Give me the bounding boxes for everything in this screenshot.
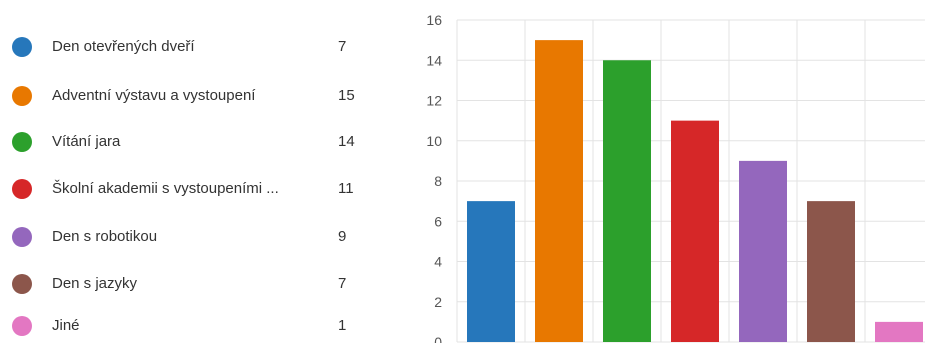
bar[interactable] [671,120,719,342]
legend-swatch [12,227,32,247]
bar[interactable] [535,40,583,342]
legend-item: Vítání jara 14 [0,127,370,157]
y-tick-label: 16 [426,12,442,28]
legend-swatch [12,316,32,336]
legend-value: 9 [338,228,347,245]
y-tick-label: 0 [434,334,442,343]
chart-legend: Den otevřených dveří 7 Adventní výstavu … [0,0,370,343]
y-tick-label: 6 [434,213,442,229]
y-tick-label: 4 [434,254,442,270]
bar[interactable] [807,201,855,342]
legend-swatch [12,86,32,106]
legend-item: Adventní výstavu a vystoupení 15 [0,81,370,111]
legend-item: Školní akademii s vystoupeními ... 11 [0,174,370,204]
bar[interactable] [603,60,651,342]
y-tick-label: 2 [434,294,442,310]
y-axis: 0 2 4 6 8 10 12 14 16 [426,12,442,343]
legend-swatch [12,274,32,294]
legend-label: Adventní výstavu a vystoupení [52,87,256,104]
legend-value: 7 [338,38,347,55]
legend-value: 7 [338,275,347,292]
legend-label: Den otevřených dveří [52,38,195,55]
y-tick-label: 8 [434,173,442,189]
legend-label: Den s robotikou [52,228,158,245]
legend-value: 11 [338,180,354,197]
legend-label: Vítání jara [52,133,121,150]
legend-item: Den otevřených dveří 7 [0,32,370,62]
bar[interactable] [467,201,515,342]
legend-label: Jiné [52,317,80,334]
legend-label: Školní akademii s vystoupeními ... [52,180,279,197]
legend-swatch [12,179,32,199]
legend-swatch [12,37,32,57]
y-tick-label: 10 [426,133,442,149]
bar[interactable] [739,160,787,342]
legend-item: Den s jazyky 7 [0,269,370,299]
legend-value: 1 [338,317,347,334]
y-tick-label: 14 [426,52,442,68]
y-tick-label: 12 [426,93,442,109]
legend-label: Den s jazyky [52,275,138,292]
legend-value: 15 [338,87,355,104]
bar[interactable] [875,321,923,342]
legend-swatch [12,132,32,152]
bars [467,40,923,342]
legend-item: Jiné 1 [0,311,370,341]
legend-item: Den s robotikou 9 [0,222,370,252]
legend-value: 14 [338,133,355,150]
